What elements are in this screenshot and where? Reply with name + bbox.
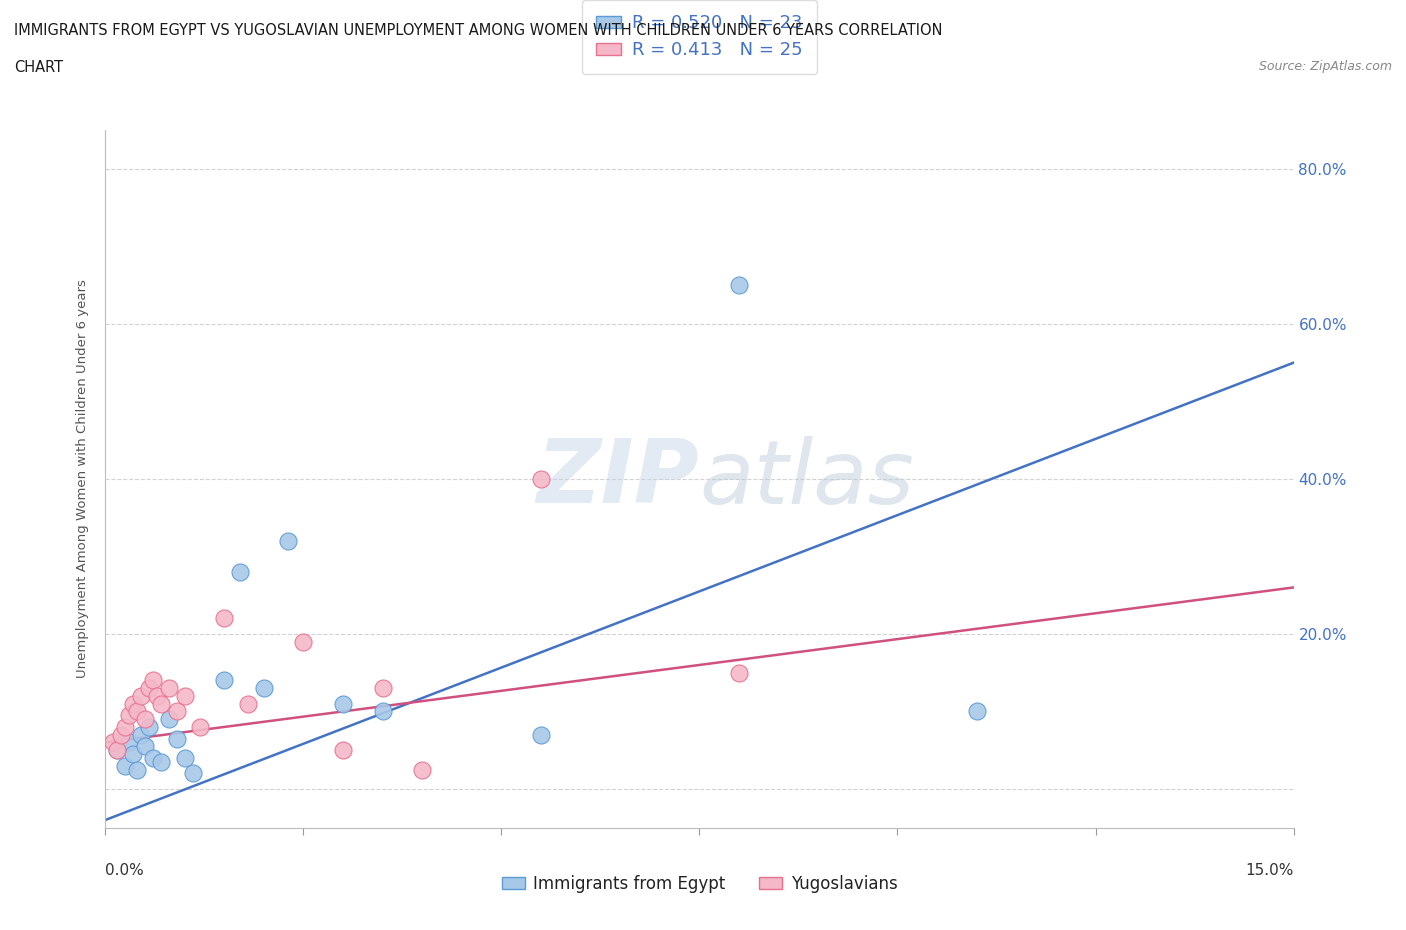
Y-axis label: Unemployment Among Women with Children Under 6 years: Unemployment Among Women with Children U… (76, 280, 90, 678)
Point (229, 565, 252, 579)
Point (157, 711, 180, 726)
Point (214, 611, 236, 626)
Point (332, 743, 354, 758)
Point (122, 697, 145, 711)
Point (157, 681, 180, 696)
Point (118, 708, 141, 723)
Text: ZIP: ZIP (537, 435, 700, 523)
Point (114, 720, 136, 735)
Point (118, 735, 141, 750)
Point (129, 727, 152, 742)
Point (277, 534, 299, 549)
Point (190, 720, 212, 735)
Point (253, 681, 276, 696)
Point (138, 720, 160, 735)
Text: 0.0%: 0.0% (105, 863, 145, 878)
Text: IMMIGRANTS FROM EGYPT VS YUGOSLAVIAN UNEMPLOYMENT AMONG WOMEN WITH CHILDREN UNDE: IMMIGRANTS FROM EGYPT VS YUGOSLAVIAN UNE… (14, 23, 942, 38)
Point (966, 704, 988, 719)
Point (214, 673, 236, 688)
Point (142, 751, 165, 765)
Point (114, 758, 136, 773)
Point (332, 697, 354, 711)
Point (129, 688, 152, 703)
Point (122, 747, 145, 762)
Point (134, 738, 156, 753)
Text: Source: ZipAtlas.com: Source: ZipAtlas.com (1258, 60, 1392, 73)
Point (166, 731, 188, 746)
Point (530, 727, 553, 742)
Legend: Immigrants from Egypt, Yugoslavians: Immigrants from Egypt, Yugoslavians (495, 869, 904, 899)
Point (134, 711, 156, 726)
Point (146, 688, 169, 703)
Point (149, 754, 172, 769)
Point (105, 743, 128, 758)
Point (292, 634, 315, 649)
Text: CHART: CHART (14, 60, 63, 75)
Point (103, 735, 125, 750)
Text: atlas: atlas (700, 436, 914, 522)
Point (728, 665, 751, 680)
Point (142, 673, 165, 688)
Point (411, 763, 433, 777)
Point (728, 278, 751, 293)
Point (138, 681, 160, 696)
Point (236, 697, 259, 711)
Point (371, 704, 394, 719)
Point (149, 697, 172, 711)
Point (371, 681, 394, 696)
Point (127, 763, 149, 777)
Point (530, 472, 553, 486)
Point (181, 766, 204, 781)
Point (173, 751, 195, 765)
Point (105, 743, 128, 758)
Text: 15.0%: 15.0% (1246, 863, 1294, 878)
Point (127, 704, 149, 719)
Point (110, 727, 132, 742)
Point (173, 688, 195, 703)
Point (166, 704, 188, 719)
